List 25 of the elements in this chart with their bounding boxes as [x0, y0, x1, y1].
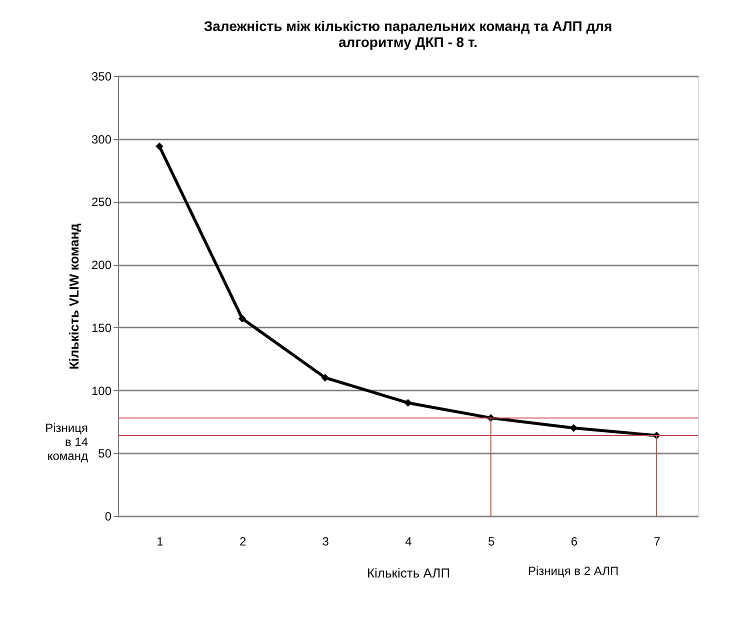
point [404, 398, 412, 407]
text: алгоритму ДКП - 8 т. [338, 34, 478, 50]
x-tick-label: 1 [156, 534, 164, 548]
text: Різниця в 14 команд [45, 421, 88, 463]
x-tick-label: 4 [405, 534, 412, 548]
y-tick-label: 300 [91, 132, 112, 146]
y-tick-label: 250 [91, 195, 112, 210]
y-tick-label: 100 [91, 384, 112, 398]
text: Залежність між кількістю паралельних команд та АЛП для [204, 18, 612, 34]
y-tick-label: 0 [104, 510, 112, 524]
y-tick-label: 200 [91, 258, 112, 272]
x-tick-label: 7 [654, 534, 661, 548]
x-axis-title: Кількість АЛП [366, 566, 450, 580]
x-tick-label: 6 [570, 534, 578, 548]
point [321, 374, 330, 382]
text: Різниця в 2 АЛП [528, 564, 619, 578]
x-tick-label: 5 [488, 534, 496, 548]
y-tick-label: 50 [98, 446, 112, 461]
x-tick-label: 3 [322, 534, 330, 548]
y-tick-label: 150 [91, 320, 112, 335]
point [238, 314, 246, 322]
y-axis-title: Кількість VLIW команд [66, 222, 82, 370]
x-tick-label: 2 [239, 534, 246, 548]
point [156, 142, 164, 150]
y-tick-label: 350 [91, 70, 112, 84]
